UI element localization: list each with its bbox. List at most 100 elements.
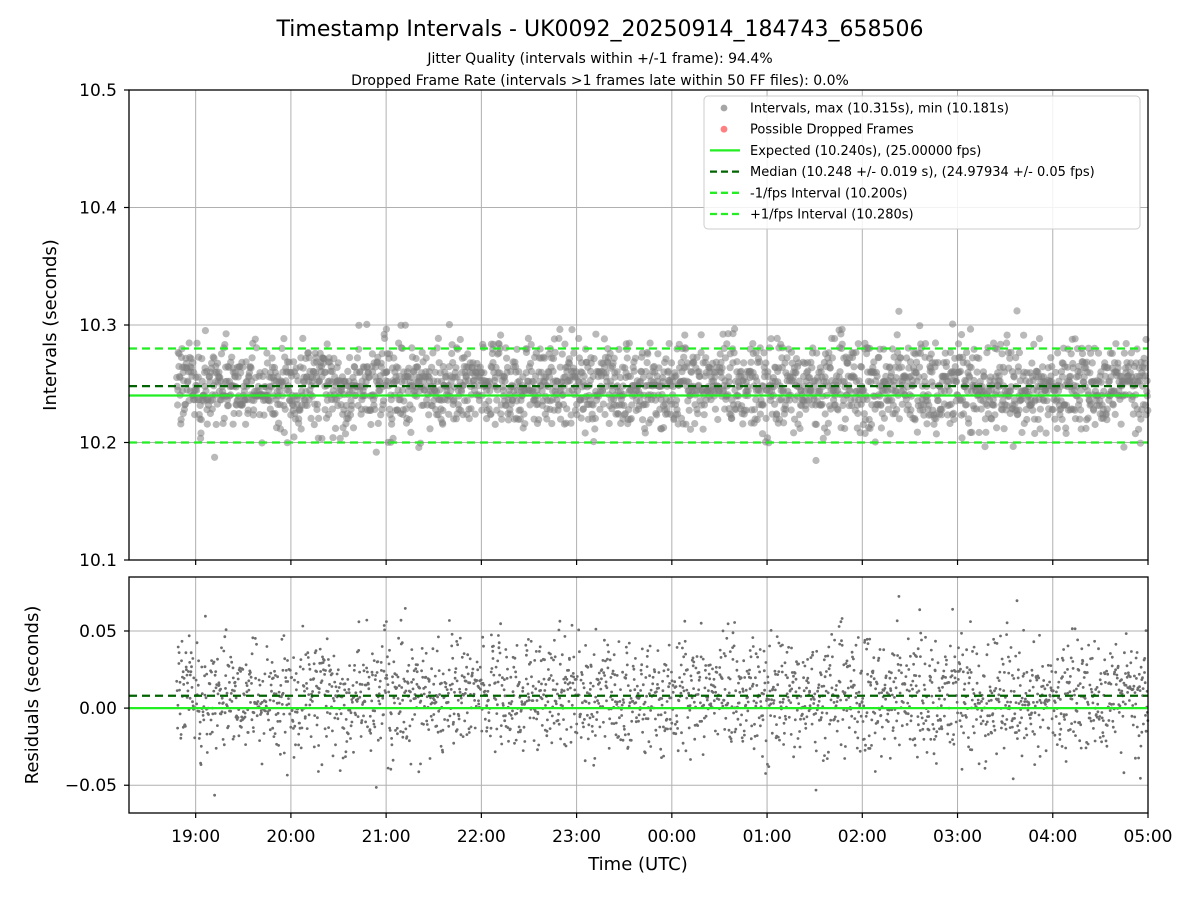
residual-point	[1104, 739, 1108, 743]
residual-point	[707, 689, 710, 693]
residual-point	[190, 665, 193, 669]
residual-point	[387, 662, 391, 666]
interval-point	[1103, 416, 1111, 424]
residual-point	[409, 690, 412, 694]
residual-point	[475, 660, 479, 664]
interval-point	[407, 428, 415, 436]
residual-point	[952, 742, 956, 746]
residual-point	[843, 757, 847, 760]
interval-point	[395, 372, 403, 380]
residual-point	[696, 693, 700, 696]
residual-point	[570, 623, 574, 627]
interval-point	[952, 378, 961, 386]
residual-point	[284, 669, 288, 672]
residual-point	[605, 699, 608, 703]
residual-point	[207, 713, 210, 716]
interval-point	[1036, 405, 1044, 413]
interval-point	[1067, 350, 1075, 358]
residual-point	[460, 701, 463, 705]
residual-point	[752, 699, 756, 703]
residual-point	[422, 692, 426, 696]
residual-point	[289, 725, 293, 729]
residual-point	[906, 712, 910, 716]
residual-point	[1050, 717, 1054, 721]
residual-point	[1003, 722, 1007, 726]
residual-point	[985, 653, 989, 657]
interval-point	[448, 349, 456, 358]
residual-point	[911, 679, 915, 683]
residual-point	[189, 670, 193, 674]
interval-point	[1035, 335, 1044, 343]
residual-point	[804, 722, 807, 726]
residual-point	[944, 676, 947, 679]
residual-point	[635, 716, 638, 720]
residual-point	[864, 743, 867, 747]
residual-point	[712, 699, 716, 703]
residual-point	[599, 687, 603, 691]
residual-point	[909, 654, 912, 658]
residual-point	[594, 695, 598, 699]
residual-point	[932, 752, 936, 756]
interval-point	[1076, 396, 1084, 405]
residual-point	[892, 653, 896, 657]
residual-point	[465, 733, 469, 736]
residual-point	[195, 702, 199, 706]
residual-point	[373, 709, 377, 713]
residual-point	[835, 700, 839, 703]
residual-point	[905, 723, 909, 726]
residual-point	[798, 730, 801, 733]
residual-point	[1081, 659, 1085, 663]
residual-point	[1062, 648, 1065, 651]
residual-point	[834, 688, 838, 692]
residual-point	[939, 704, 943, 708]
residual-point	[582, 725, 585, 729]
interval-point	[290, 433, 298, 441]
residual-point	[376, 738, 380, 742]
residual-point	[667, 685, 670, 689]
residual-point	[922, 737, 926, 741]
interval-point	[263, 359, 271, 367]
residual-point	[545, 734, 549, 738]
interval-point	[439, 406, 447, 414]
residual-point	[346, 678, 350, 681]
residual-point	[383, 628, 386, 632]
interval-point	[697, 348, 705, 357]
interval-point	[967, 363, 975, 372]
residual-point	[230, 700, 234, 703]
residual-point	[762, 669, 766, 673]
residual-point	[308, 703, 312, 707]
residual-point	[276, 675, 279, 679]
residual-point	[272, 735, 276, 738]
residual-point	[546, 700, 550, 704]
interval-point	[346, 411, 355, 419]
interval-point	[247, 364, 255, 372]
residual-point	[1105, 724, 1109, 727]
residual-point	[347, 688, 351, 691]
residual-point	[906, 637, 910, 641]
residual-point	[580, 673, 584, 676]
residual-point	[763, 681, 767, 685]
residual-point	[889, 689, 893, 692]
residual-point	[731, 658, 735, 661]
residual-point	[806, 658, 809, 661]
residual-point	[782, 721, 786, 725]
residual-point	[1098, 736, 1102, 739]
interval-point	[760, 349, 768, 357]
interval-point	[1030, 340, 1038, 348]
residual-point	[649, 745, 653, 748]
residual-point	[510, 717, 514, 720]
residual-point	[681, 741, 685, 745]
interval-point	[647, 416, 655, 424]
interval-point	[313, 400, 321, 408]
residual-point	[1033, 763, 1037, 766]
interval-point	[551, 348, 559, 356]
residual-point	[441, 672, 445, 676]
residual-point	[1046, 683, 1049, 687]
residual-point	[420, 669, 423, 673]
residual-point	[1006, 700, 1009, 704]
residual-point	[623, 733, 627, 737]
residual-point	[1059, 698, 1062, 701]
residual-point	[1093, 739, 1097, 743]
residual-point	[996, 676, 1000, 680]
residual-point	[757, 716, 761, 720]
